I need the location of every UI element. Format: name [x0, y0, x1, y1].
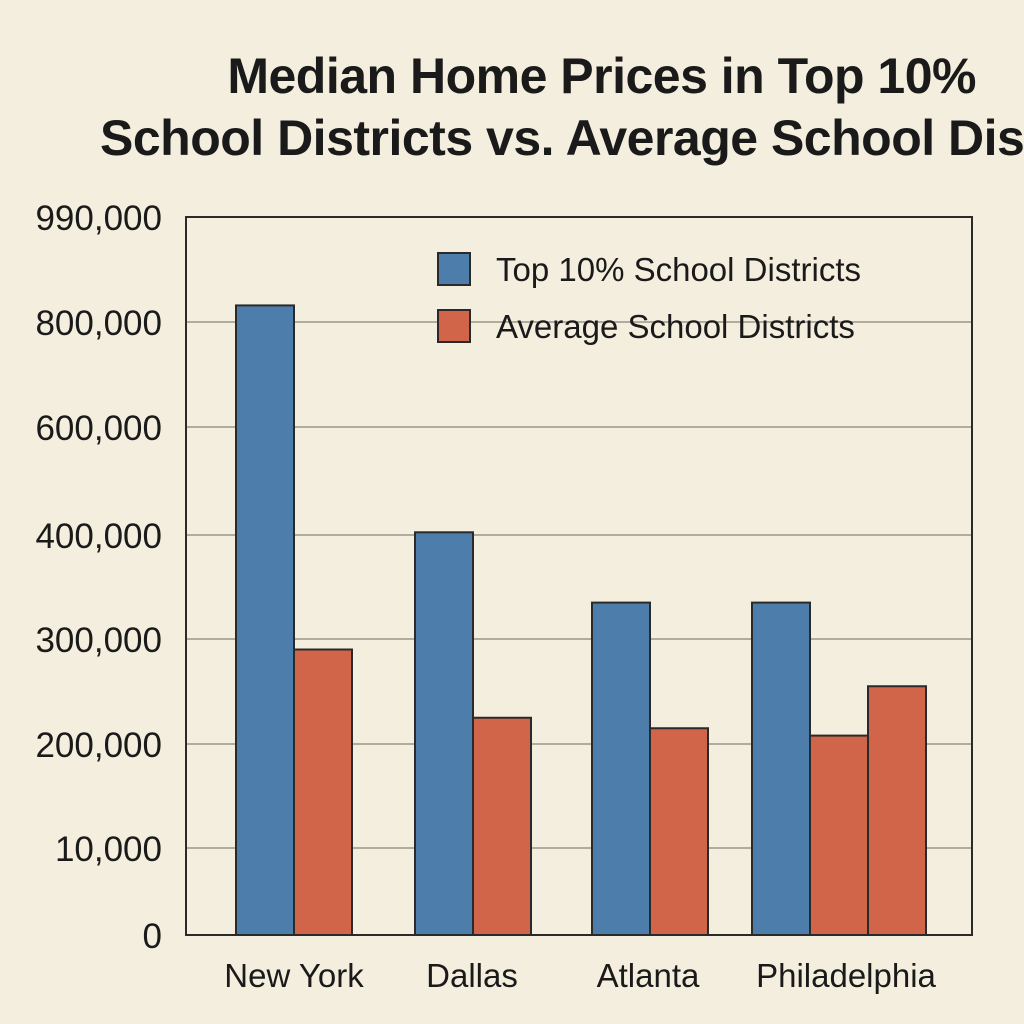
bar-philadelphia-series-2: [809, 734, 869, 936]
bar-atlanta-series-1: [591, 601, 651, 936]
x-tick-label: Atlanta: [597, 957, 700, 994]
legend-swatch: [437, 309, 471, 343]
y-tick-label: 400,000: [35, 517, 162, 556]
x-tick-label: Dallas: [426, 957, 518, 994]
bar-new-york-series-2: [293, 648, 353, 936]
y-tick-label: 300,000: [35, 621, 162, 660]
x-tick-label: Philadelphia: [756, 957, 936, 994]
chart-title: Median Home Prices in Top 10% School Dis…: [0, 46, 1024, 176]
y-tick-label: 600,000: [35, 409, 162, 448]
bar-philadelphia-extra: [867, 685, 927, 936]
y-tick-label: 0: [143, 917, 162, 956]
chart-title-line-2: School Districts vs. Average School Disᵢ: [100, 110, 1024, 166]
legend: Top 10% School Districts Average School D…: [437, 251, 861, 345]
y-tick-label: 200,000: [35, 726, 162, 765]
y-tick-label: 10,000: [55, 830, 162, 869]
bars: [235, 304, 927, 936]
chart-title-line-1: Median Home Prices in Top 10%: [227, 48, 976, 104]
y-tick-label: 800,000: [35, 304, 162, 343]
x-tick-label: New York: [224, 957, 364, 994]
bar-dallas-series-1: [414, 531, 474, 936]
plot-area-frame: [185, 216, 973, 936]
bar-dallas-series-2: [472, 716, 532, 936]
legend-label: Average School Districts: [496, 308, 855, 345]
x-axis-tick-labels: New York Dallas Atlanta Philadelphia: [224, 957, 936, 994]
y-tick-label: 990,000: [35, 199, 162, 238]
y-axis-tick-labels: 0 10,000 200,000 300,000 400,000 600,000 800,0…: [35, 199, 162, 956]
legend-swatch: [437, 252, 471, 286]
bar-atlanta-series-2: [649, 727, 709, 936]
bar-philadelphia-series-1: [751, 601, 811, 936]
bar-new-york-series-1: [235, 304, 295, 936]
legend-label: Top 10% School Districts: [496, 251, 861, 288]
